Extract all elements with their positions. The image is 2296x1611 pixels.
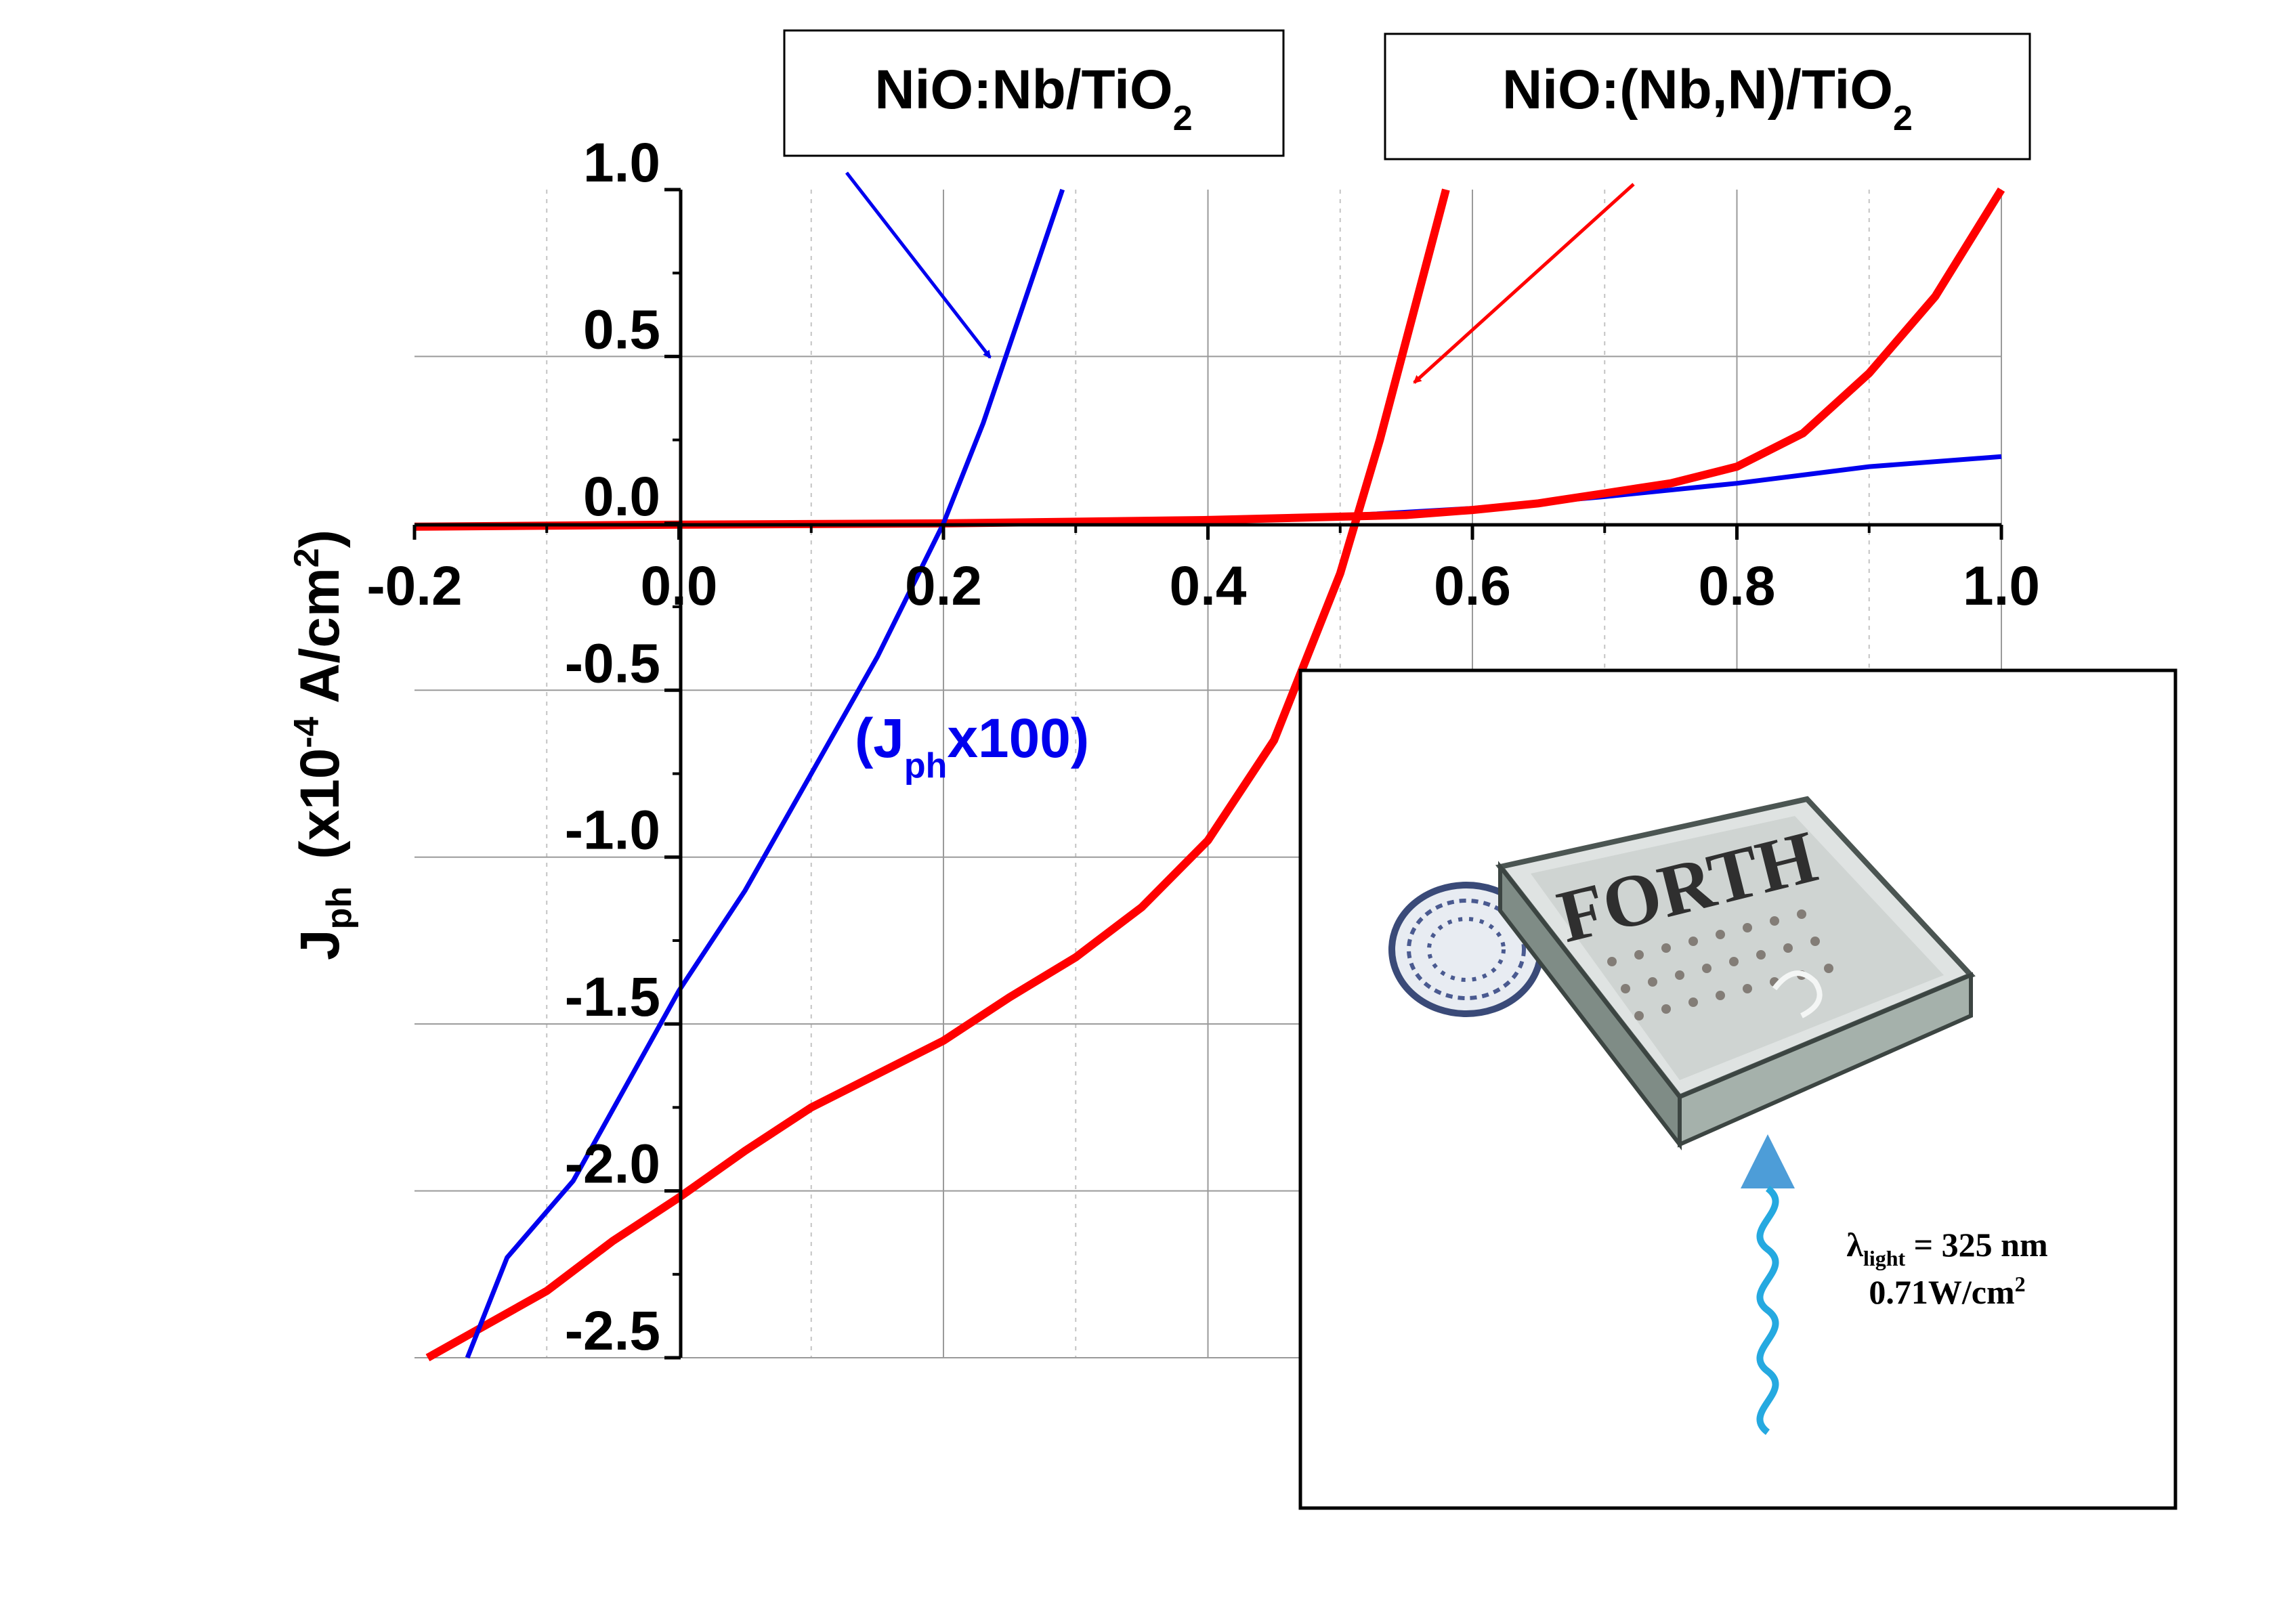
- series-line-nb-scaled: [465, 188, 1065, 1359]
- series-line-nbn-steep: [425, 188, 1450, 1362]
- light-arrow-icon: [1741, 1134, 1795, 1188]
- y-tick-label: 0.0: [583, 466, 660, 528]
- legend-box-nb: [783, 29, 1285, 157]
- scale-annotation: (Jphx100): [855, 708, 1089, 786]
- series-line-nbn-flat: [414, 187, 2005, 531]
- light-wave-icon: [1756, 1186, 1779, 1435]
- x-tick-label: -0.2: [366, 555, 462, 617]
- y-tick-label: -1.5: [565, 966, 660, 1028]
- pointer-arrow-nbn: [1413, 183, 1635, 384]
- inset-panel: FORTH λlight = 325 nm 0.71W/cm2: [1298, 668, 2177, 1510]
- y-tick-label: -2.0: [565, 1134, 660, 1195]
- y-tick-label: -1.0: [565, 800, 660, 861]
- x-tick-label: 1.0: [1963, 555, 2040, 617]
- x-tick-label: 0.4: [1170, 555, 1247, 617]
- x-tick-label: 0.8: [1699, 555, 1776, 617]
- y-axis-title: Jph(x10-4 A/cm2): [287, 530, 359, 960]
- y-tick-label: 1.0: [583, 132, 660, 194]
- axes: -0.2 0.0 0.2 0.4 0.6 0.8 1.01.00.50.0-0.5-1.0-…: [366, 132, 2040, 1362]
- y-tick-label: -2.5: [565, 1300, 660, 1362]
- legend-label-nbn: NiO:(Nb,N)/TiO2: [1502, 59, 1913, 138]
- light-power-label: 0.71W/cm2: [1869, 1272, 2025, 1311]
- y-tick-label: 0.5: [583, 299, 660, 360]
- legend-box-nbn: [1384, 33, 2031, 160]
- glass-sample: FORTH: [1495, 796, 1976, 1151]
- light-wavelength-label: λlight = 325 nm: [1846, 1226, 2047, 1270]
- x-tick-label: 0.6: [1434, 555, 1511, 617]
- pointer-arrow-nb: [845, 171, 992, 359]
- y-tick-label: -0.5: [565, 632, 660, 694]
- legend-label-nb: NiO:Nb/TiO2: [874, 59, 1192, 138]
- x-tick-label: 0.2: [905, 555, 982, 617]
